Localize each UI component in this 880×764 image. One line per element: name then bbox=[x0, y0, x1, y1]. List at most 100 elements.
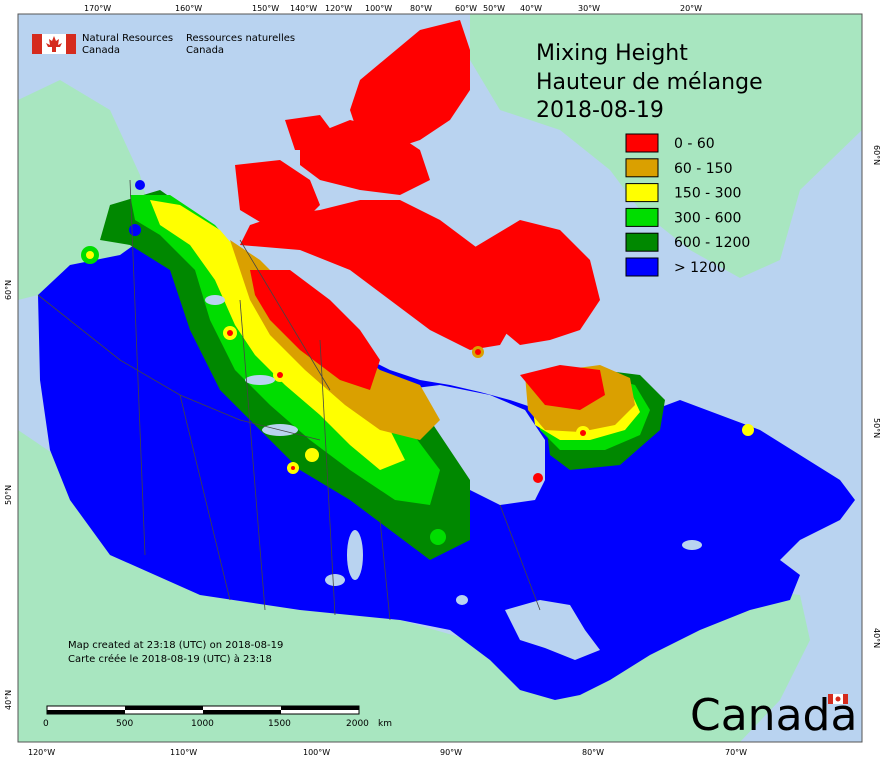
scale-segment bbox=[125, 706, 203, 710]
maple-leaf-icon bbox=[46, 36, 62, 52]
legend-swatch bbox=[625, 133, 659, 153]
graticule-top: 170°W 160°W 150°W 140°W 120°W 100°W 80°W… bbox=[84, 4, 702, 13]
tick-label: 60°N bbox=[4, 280, 13, 300]
legend: 0 - 60 60 - 150 150 - 300 300 - 600 600 - 12… bbox=[625, 133, 750, 277]
agency-en-line2: Canada bbox=[82, 45, 120, 56]
legend-label: 0 - 60 bbox=[674, 136, 715, 152]
graticule-bottom: 120°W 110°W 100°W 90°W 80°W 70°W bbox=[28, 748, 747, 757]
agency-fr-line2: Canada bbox=[186, 45, 224, 56]
scale-segment bbox=[47, 710, 125, 714]
tick-label: 80°W bbox=[410, 4, 432, 13]
legend-swatch bbox=[625, 207, 659, 227]
hotspot bbox=[129, 224, 141, 236]
ellesmere-island bbox=[350, 20, 470, 150]
hotspot bbox=[135, 180, 145, 190]
tick-label: 150°W bbox=[252, 4, 279, 13]
scale-segment bbox=[203, 710, 281, 714]
hotspot bbox=[277, 372, 283, 378]
lake bbox=[325, 574, 345, 586]
victoria-island bbox=[235, 160, 320, 225]
hotspot bbox=[291, 466, 295, 470]
created-en: Map created at 23:18 (UTC) on 2018-08-19 bbox=[68, 640, 283, 651]
tick-label: 100°W bbox=[303, 748, 330, 757]
inland-lakes bbox=[205, 295, 702, 605]
scale-tick: 1500 bbox=[268, 719, 291, 729]
agency-fr-line1: Ressources naturelles bbox=[186, 33, 295, 44]
arctic-central bbox=[250, 270, 380, 390]
province-boundary bbox=[129, 179, 146, 556]
scale-segment bbox=[281, 706, 359, 710]
legend-swatch bbox=[625, 158, 659, 178]
hotspot bbox=[533, 473, 543, 483]
tick-label: 20°W bbox=[680, 4, 702, 13]
lake bbox=[347, 530, 363, 580]
tick-label: 100°W bbox=[365, 4, 392, 13]
tick-label: 40°W bbox=[520, 4, 542, 13]
tick-label: 60°W bbox=[455, 4, 477, 13]
tick-label: 50°W bbox=[483, 4, 505, 13]
canada-wordmark: Canada bbox=[690, 690, 857, 741]
legend-swatch bbox=[625, 183, 659, 203]
province-boundary bbox=[179, 394, 231, 601]
hotspot bbox=[305, 448, 319, 462]
great-lakes bbox=[505, 600, 600, 660]
title-date: 2018-08-19 bbox=[536, 98, 664, 123]
tick-label: 160°W bbox=[175, 4, 202, 13]
title-en: Mixing Height bbox=[536, 41, 688, 66]
title-fr: Hauteur de mélange bbox=[536, 70, 763, 95]
hotspot bbox=[475, 349, 481, 355]
tick-label: 90°W bbox=[440, 748, 462, 757]
hotspot bbox=[580, 430, 586, 436]
greenland-land bbox=[470, 14, 862, 278]
lake bbox=[245, 375, 275, 385]
tick-label: 60°N bbox=[872, 145, 880, 165]
arctic-mainland-north bbox=[240, 200, 520, 350]
map-title: Mixing Height Hauteur de mélange 2018-08… bbox=[536, 41, 763, 123]
province-boundary bbox=[499, 504, 541, 611]
tick-label: 50°N bbox=[872, 418, 880, 438]
tick-label: 170°W bbox=[84, 4, 111, 13]
legend-label: 150 - 300 bbox=[674, 186, 741, 202]
wordmark-flag-left bbox=[828, 694, 833, 704]
scale-tick: 1000 bbox=[191, 719, 214, 729]
lake bbox=[205, 295, 225, 305]
tick-label: 120°W bbox=[325, 4, 352, 13]
legend-label: > 1200 bbox=[674, 260, 726, 276]
province-boundary bbox=[37, 294, 321, 441]
tick-label: 30°W bbox=[578, 4, 600, 13]
legend-swatch bbox=[625, 232, 659, 252]
devon-island bbox=[300, 120, 430, 195]
created-fr: Carte créée le 2018-08-19 (UTC) à 23:18 bbox=[68, 653, 272, 665]
tick-label: 50°N bbox=[4, 485, 13, 505]
wordmark-flag-right bbox=[843, 694, 848, 704]
tick-label: 70°W bbox=[725, 748, 747, 757]
tick-label: 40°N bbox=[872, 628, 880, 648]
legend-label: 600 - 1200 bbox=[674, 235, 750, 251]
tick-label: 110°W bbox=[170, 748, 197, 757]
map-border bbox=[17, 13, 863, 743]
flag-left-bar bbox=[32, 34, 42, 54]
tick-label: 40°N bbox=[4, 690, 13, 710]
scale-tick: 500 bbox=[116, 719, 133, 729]
tick-label: 140°W bbox=[290, 4, 317, 13]
scale-tick: 2000 bbox=[346, 719, 369, 729]
scale-bar: 0 500 1000 1500 2000 km bbox=[43, 705, 392, 729]
graticule-right: 60°N 50°N 40°N bbox=[872, 145, 880, 648]
band-0-60-arctic bbox=[235, 20, 600, 390]
agency-en-line1: Natural Resources bbox=[82, 33, 173, 44]
province-boundary bbox=[319, 339, 336, 616]
province-boundary bbox=[239, 299, 266, 611]
wordmark-maple-leaf-icon bbox=[835, 696, 841, 702]
scale-tick: 0 bbox=[43, 719, 49, 729]
province-boundary bbox=[379, 519, 391, 621]
baffin-island bbox=[470, 220, 600, 345]
legend-label: 60 - 150 bbox=[674, 161, 733, 177]
alaska-land bbox=[18, 80, 155, 300]
lake bbox=[456, 595, 468, 605]
legend-swatch bbox=[625, 257, 659, 277]
hotspot bbox=[742, 424, 754, 436]
band-ne-0-60 bbox=[520, 365, 605, 410]
legend-label: 300 - 600 bbox=[674, 210, 741, 226]
lake bbox=[682, 540, 702, 550]
